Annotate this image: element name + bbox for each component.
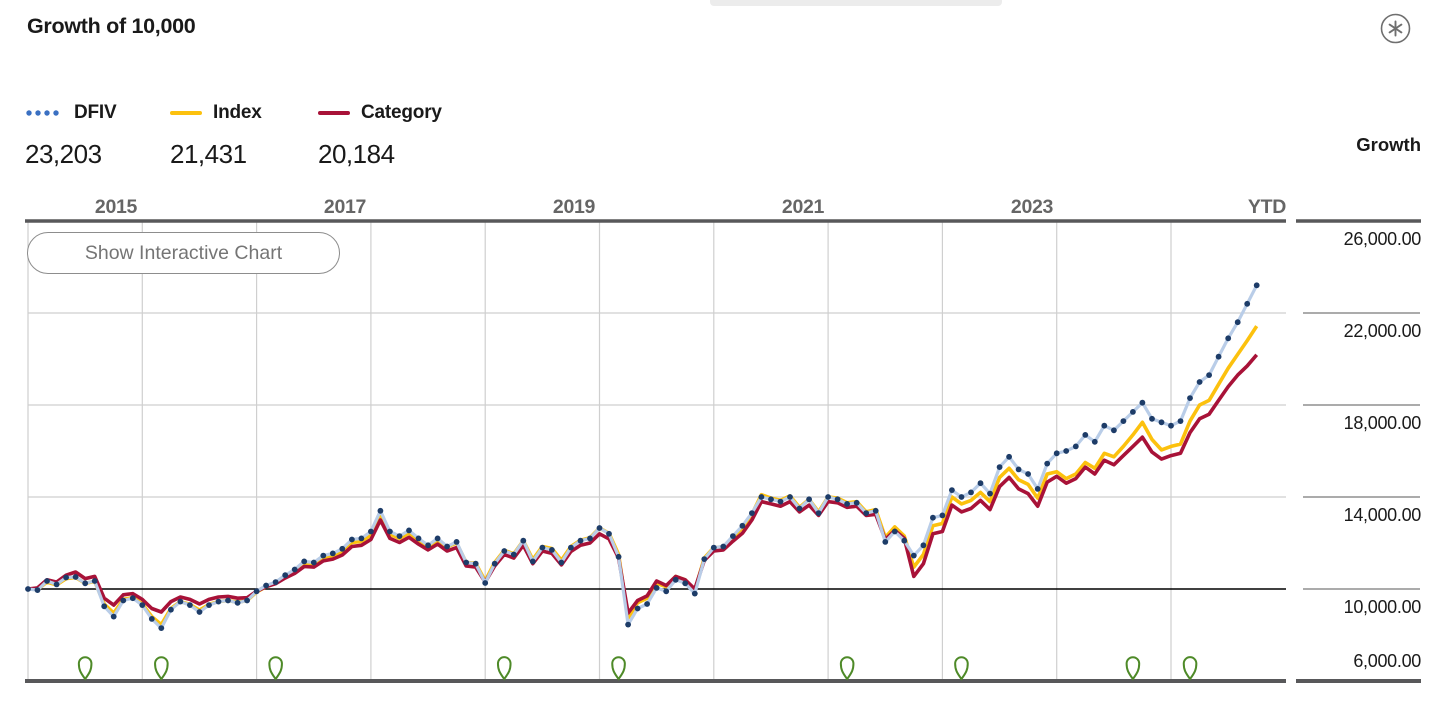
event-pin-icon bbox=[611, 656, 626, 681]
y-tick-26000: 26,000.00 bbox=[1343, 229, 1422, 249]
legend-item-index: Index bbox=[170, 100, 262, 126]
x-tick-ytd: YTD bbox=[1247, 196, 1286, 218]
top-edge-bar bbox=[710, 0, 1002, 6]
dfiv-dotted-swatch-icon bbox=[26, 110, 59, 116]
y-tick-14000: 14,000.00 bbox=[1343, 505, 1422, 525]
legend-value-category: 20,184 bbox=[318, 139, 395, 169]
y-axis-title: Growth bbox=[1356, 134, 1421, 155]
index-line-swatch-icon bbox=[170, 110, 202, 116]
event-pin-icon bbox=[1182, 656, 1198, 681]
event-pin-icon bbox=[954, 656, 969, 681]
x-tick-2021: 2021 bbox=[781, 196, 825, 218]
category-line-swatch-icon bbox=[318, 110, 350, 116]
event-pin-icon bbox=[839, 656, 855, 681]
legend-label-category: Category bbox=[361, 102, 442, 123]
y-tick-10000: 10,000.00 bbox=[1343, 597, 1422, 617]
event-pin-icon bbox=[496, 656, 512, 681]
legend-value-dfiv: 23,203 bbox=[25, 139, 102, 169]
show-interactive-chart-button[interactable]: Show Interactive Chart bbox=[27, 232, 340, 274]
legend-label-index: Index bbox=[213, 102, 262, 123]
circled-asterisk-icon bbox=[1380, 13, 1411, 44]
event-pin-icon bbox=[268, 656, 283, 681]
x-tick-2019: 2019 bbox=[552, 196, 596, 218]
y-tick-22000: 22,000.00 bbox=[1343, 321, 1422, 341]
page-title: Growth of 10,000 bbox=[27, 14, 196, 38]
x-tick-2017: 2017 bbox=[323, 196, 367, 218]
legend-label-dfiv: DFIV bbox=[74, 102, 117, 123]
event-pin-icon bbox=[77, 656, 93, 681]
x-tick-2023: 2023 bbox=[1010, 196, 1054, 218]
legend-value-index: 21,431 bbox=[170, 139, 247, 169]
y-tick-6000: 6,000.00 bbox=[1353, 651, 1421, 671]
legend-item-category: Category bbox=[318, 100, 442, 126]
legend-item-dfiv: DFIV bbox=[25, 100, 117, 126]
event-pin-icon bbox=[154, 656, 169, 681]
y-tick-18000: 18,000.00 bbox=[1343, 413, 1422, 433]
x-tick-2015: 2015 bbox=[94, 196, 138, 218]
event-pin-icon bbox=[1125, 656, 1141, 681]
asterisk-button[interactable] bbox=[1380, 13, 1411, 44]
